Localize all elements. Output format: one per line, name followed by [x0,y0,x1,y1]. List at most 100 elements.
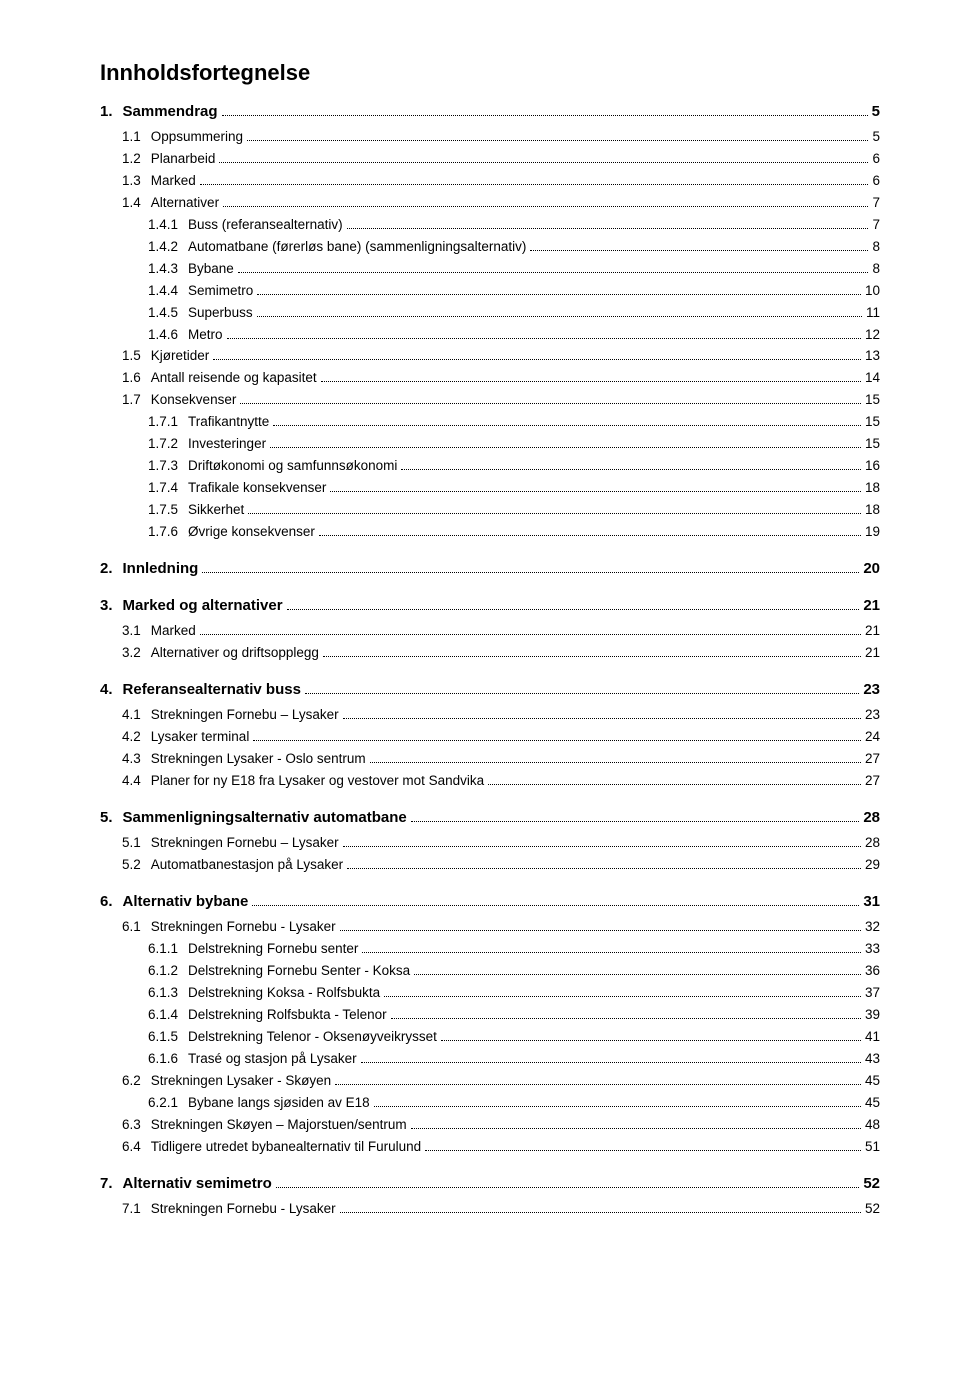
toc-entry-page: 23 [865,705,880,726]
toc-entry-number: 6.2.1 [148,1093,188,1114]
toc-entry-label: Automatbanestasjon på Lysaker [151,855,343,876]
toc-entry-page: 11 [866,303,880,324]
toc-leader [391,1018,861,1019]
toc-entry-label: Marked [151,171,196,192]
toc-leader [384,996,861,997]
toc-entry-number: 6.1.6 [148,1049,188,1070]
toc-entry: 1.7.1Trafikantnytte15 [100,412,880,433]
toc-entry-page: 5 [872,127,880,148]
toc-leader [340,930,861,931]
toc-entry-label: Kjøretider [151,346,210,367]
toc-entry-page: 18 [865,478,880,499]
toc-entry-page: 7 [872,215,880,236]
toc-entry-number: 6.1.4 [148,1005,188,1026]
toc-leader [270,447,861,448]
toc-entry-page: 16 [865,456,880,477]
toc-entry-number: 1.4.1 [148,215,188,236]
toc-entry: 1.4Alternativer7 [100,193,880,214]
toc-entry: 6.1.6Trasé og stasjon på Lysaker43 [100,1049,880,1070]
toc-title: Innholdsfortegnelse [100,60,880,86]
toc-entry-label: Planarbeid [151,149,216,170]
toc-entry-label: Delstrekning Telenor - Oksenøyveikrysset [188,1027,437,1048]
toc-entry-number: 3.1 [122,621,151,642]
toc-entry-label: Strekningen Fornebu - Lysaker [151,1199,336,1220]
toc-leader [238,272,869,273]
toc-entry-label: Delstrekning Fornebu senter [188,939,358,960]
toc-entry-label: Antall reisende og kapasitet [151,368,317,389]
toc-entry: 1.7.4Trafikale konsekvenser18 [100,478,880,499]
toc-entry: 1.7.6Øvrige konsekvenser19 [100,522,880,543]
toc-entry-label: Alternativ bybane [123,890,249,913]
toc-entry-label: Alternativ semimetro [123,1172,272,1195]
toc-leader [213,359,861,360]
toc-entry-label: Strekningen Skøyen – Majorstuen/sentrum [151,1115,407,1136]
toc-entry-page: 5 [872,100,880,123]
toc-entry-page: 18 [865,500,880,521]
toc-entry-number: 1.7.4 [148,478,188,499]
toc-entry: 6.1.1Delstrekning Fornebu senter 33 [100,939,880,960]
toc-entry-page: 33 [865,939,880,960]
toc-entry-number: 1.7.1 [148,412,188,433]
toc-entry: 1.6Antall reisende og kapasitet14 [100,368,880,389]
toc-entry-page: 24 [865,727,880,748]
toc-entry-page: 13 [865,346,880,367]
toc-leader [347,868,861,869]
toc-entry: 4.Referansealternativ buss23 [100,678,880,701]
toc-entry: 1.4.3Bybane8 [100,259,880,280]
toc-entry-page: 6 [872,171,880,192]
toc-leader [340,1212,861,1213]
toc-entry: 1.7.2Investeringer15 [100,434,880,455]
toc-leader [253,740,861,741]
toc-entry-page: 8 [872,237,880,258]
toc-entry-number: 1.7.3 [148,456,188,477]
toc-entry-number: 1.4.6 [148,325,188,346]
toc-entry-page: 41 [865,1027,880,1048]
toc-leader [335,1084,861,1085]
toc-entry-number: 1.4 [122,193,151,214]
toc-entry: 1.7.5Sikkerhet18 [100,500,880,521]
toc-entry-number: 6.1.1 [148,939,188,960]
toc-entry-page: 19 [865,522,880,543]
toc-leader [361,1062,861,1063]
toc-leader [219,162,868,163]
toc-leader [411,1128,861,1129]
toc-entry-page: 21 [863,594,880,617]
toc-leader [343,718,861,719]
toc-leader [488,784,861,785]
toc-entry-number: 1.4.5 [148,303,188,324]
toc-entry-label: Referansealternativ buss [123,678,301,701]
toc-entry-page: 36 [865,961,880,982]
toc-entry-label: Innledning [123,557,199,580]
toc-entry-page: 32 [865,917,880,938]
toc-entry-label: Strekningen Lysaker - Oslo sentrum [151,749,366,770]
toc-entry-number: 1.4.3 [148,259,188,280]
toc-entry-label: Strekningen Fornebu - Lysaker [151,917,336,938]
toc-leader [441,1040,861,1041]
toc-entry-number: 6. [100,890,123,913]
toc-entry-label: Investeringer [188,434,266,455]
toc-entry-page: 12 [865,325,880,346]
toc-entry-page: 6 [872,149,880,170]
toc-entry-label: Bybane langs sjøsiden av E18 [188,1093,370,1114]
toc-leader [411,821,860,822]
toc-entry-number: 7.1 [122,1199,151,1220]
toc-entry-label: Semimetro [188,281,253,302]
toc-entry-label: Superbuss [188,303,253,324]
toc-entry-page: 23 [863,678,880,701]
toc-entry-number: 4.2 [122,727,151,748]
toc-entry-number: 6.3 [122,1115,151,1136]
toc-entry-number: 1.7.6 [148,522,188,543]
toc-entry-page: 14 [865,368,880,389]
toc-entry: 2.Innledning20 [100,557,880,580]
toc-entry-page: 29 [865,855,880,876]
toc-entry-number: 1.2 [122,149,151,170]
toc-entry-label: Alternativer [151,193,219,214]
toc-entry-label: Delstrekning Fornebu Senter - Koksa [188,961,410,982]
toc-entry: 6.Alternativ bybane31 [100,890,880,913]
toc-leader [252,905,859,906]
toc-entry-page: 8 [872,259,880,280]
toc-entry-label: Delstrekning Koksa - Rolfsbukta [188,983,380,1004]
toc-entry: 1.2Planarbeid 6 [100,149,880,170]
toc-entry: 3.2Alternativer og driftsopplegg21 [100,643,880,664]
toc-entry-number: 1.7.5 [148,500,188,521]
